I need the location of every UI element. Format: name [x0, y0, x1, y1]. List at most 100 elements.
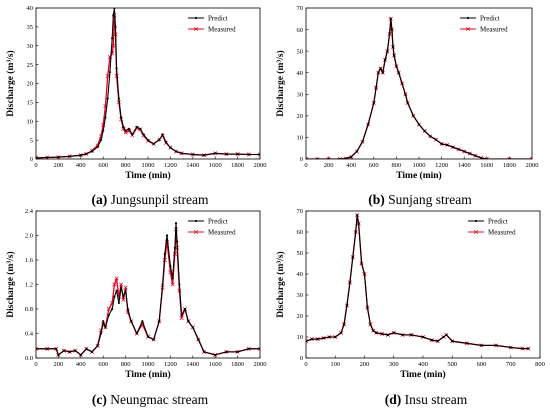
- data-point-measured: [123, 130, 128, 135]
- data-point-measured: [484, 156, 489, 159]
- data-point-predict: [389, 17, 392, 20]
- x-axis-title: Time (min): [400, 369, 445, 380]
- data-point-predict: [390, 28, 393, 31]
- x-tick-label: 800: [392, 162, 402, 169]
- data-point-predict: [306, 340, 308, 343]
- data-point-predict: [191, 326, 194, 329]
- data-point-predict: [176, 240, 179, 243]
- data-point-predict: [113, 295, 116, 298]
- legend: Predict Measured: [468, 218, 516, 237]
- data-point-predict: [310, 338, 313, 341]
- data-point-predict: [356, 214, 359, 217]
- x-tick-label: 1400: [186, 162, 199, 169]
- caption-text: Insu stream: [401, 392, 467, 407]
- data-point-predict: [374, 86, 378, 89]
- data-point-predict: [104, 116, 107, 119]
- legend-marker-predict: [194, 16, 198, 20]
- x-tick-label: 1800: [231, 361, 244, 368]
- series-predict: [36, 8, 260, 159]
- data-point-measured: [326, 156, 331, 159]
- data-point-predict: [102, 129, 105, 132]
- x-tick-label: 0: [34, 162, 37, 169]
- data-point-predict: [375, 331, 378, 334]
- x-tick-label: 200: [54, 361, 64, 368]
- data-point-predict: [74, 349, 77, 352]
- legend: Predict Measured: [188, 218, 236, 237]
- y-tick-label: 0.0: [25, 355, 33, 362]
- x-tick-label: 800: [121, 162, 131, 169]
- y-tick-label: 10: [27, 118, 34, 125]
- x-tick-label: 400: [76, 162, 86, 169]
- data-point-predict: [90, 350, 94, 353]
- y-axis-title: Discharge (m³/s): [5, 251, 16, 317]
- y-tick-label: 20: [27, 81, 34, 88]
- data-point-predict: [130, 320, 133, 323]
- data-point-predict: [111, 307, 114, 311]
- data-point-predict: [113, 8, 116, 10]
- x-tick-label: 1400: [186, 361, 199, 368]
- data-point-predict: [442, 335, 445, 339]
- data-point-predict: [112, 14, 115, 17]
- y-tick-label: 1.2: [25, 282, 33, 289]
- data-point-predict: [485, 157, 488, 159]
- y-tick-label: 30: [27, 43, 34, 50]
- y-tick-label: 0: [30, 156, 33, 163]
- data-point-predict: [122, 295, 125, 298]
- data-point-predict: [463, 150, 466, 153]
- y-tick-label: 2.0: [25, 233, 33, 240]
- panel-caption: (d) Insu stream: [385, 392, 468, 407]
- data-point-predict: [344, 157, 347, 159]
- data-point-predict: [111, 37, 114, 40]
- data-point-predict: [451, 340, 454, 343]
- data-point-predict: [139, 127, 142, 130]
- legend-marker-predict: [466, 16, 470, 20]
- data-point-predict: [348, 281, 351, 284]
- y-axis-title: Discharge (m³/s): [5, 50, 16, 116]
- y-tick-label: 5: [30, 137, 33, 144]
- data-point-predict: [430, 339, 433, 342]
- data-point-predict: [126, 307, 129, 311]
- legend-label-predict: Predict: [208, 15, 228, 23]
- data-point-predict: [351, 256, 354, 259]
- data-point-measured: [121, 297, 126, 302]
- data-point-measured: [179, 316, 184, 321]
- data-point-predict: [62, 349, 66, 352]
- chart-panel-b: 0 200 400 600 800 1000 1200 1400 1600 1800 2000 0 10…: [275, 5, 539, 207]
- data-point-predict: [183, 307, 187, 311]
- y-tick-label: 30: [297, 292, 304, 299]
- data-point-predict: [357, 222, 360, 225]
- data-point-measured: [257, 346, 260, 351]
- x-tick-label: 1000: [142, 162, 155, 169]
- y-tick-label: 35: [27, 24, 34, 31]
- data-point-predict: [115, 289, 118, 292]
- data-point-predict: [521, 347, 524, 350]
- data-point-predict: [165, 234, 169, 237]
- series-line-measured: [306, 18, 532, 159]
- data-point-predict: [377, 71, 380, 74]
- data-point-predict: [434, 138, 438, 141]
- y-axis-title: Discharge (m³/s): [275, 251, 286, 317]
- data-point-predict: [173, 246, 176, 249]
- x-tick-label: 600: [98, 361, 108, 368]
- data-point-predict: [508, 157, 511, 159]
- y-tick-label: 50: [297, 250, 304, 257]
- data-point-predict: [388, 32, 391, 35]
- data-point-predict: [158, 139, 161, 142]
- x-tick-label: 400: [418, 361, 428, 368]
- data-point-predict: [451, 146, 454, 149]
- data-point-predict: [360, 262, 363, 265]
- data-point-measured: [529, 156, 532, 159]
- y-tick-label: 70: [297, 208, 304, 215]
- data-point-predict: [386, 50, 389, 53]
- x-tick-label: 600: [98, 162, 108, 169]
- data-point-predict: [436, 340, 439, 343]
- data-point-predict: [122, 125, 125, 129]
- data-point-predict: [423, 129, 426, 133]
- data-point-predict: [90, 150, 94, 153]
- x-tick-label: 2000: [526, 162, 539, 169]
- data-point-predict: [369, 323, 372, 326]
- data-point-predict: [108, 71, 112, 74]
- y-tick-label: 50: [297, 48, 304, 55]
- series-measured: [306, 16, 532, 159]
